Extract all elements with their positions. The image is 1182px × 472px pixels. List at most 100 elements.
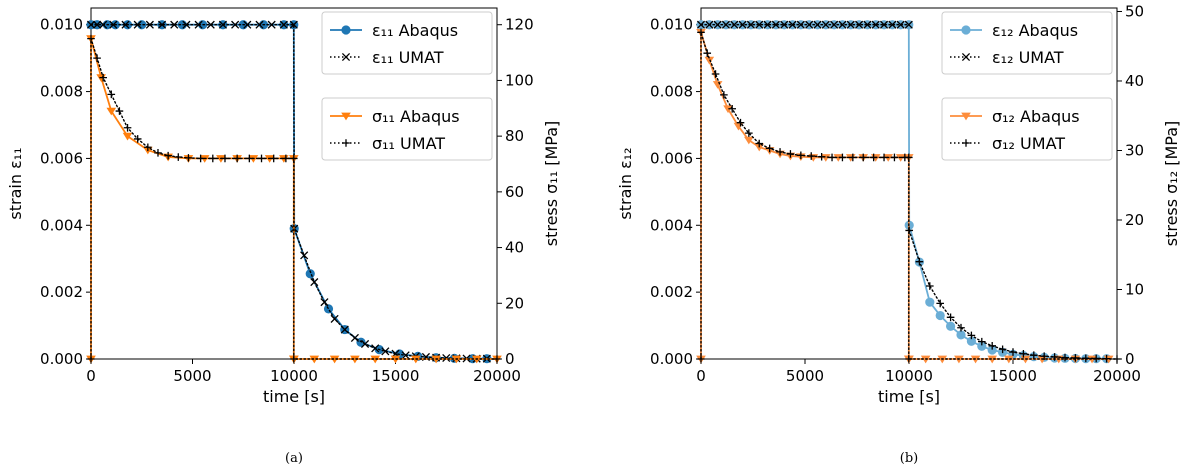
y-right-tick-label: 40 bbox=[1125, 72, 1144, 90]
data-point bbox=[849, 153, 857, 162]
data-point bbox=[998, 345, 1007, 354]
data-point bbox=[350, 355, 360, 364]
y-left-tick-label: 0.000 bbox=[650, 350, 693, 368]
data-point bbox=[93, 20, 102, 29]
data-point bbox=[340, 325, 349, 334]
data-point bbox=[755, 20, 764, 29]
data-point bbox=[755, 139, 764, 148]
legend-label: ε₁₁ UMAT bbox=[372, 48, 444, 67]
data-point bbox=[987, 355, 997, 364]
y-right-tick-label: 60 bbox=[505, 183, 524, 201]
data-point bbox=[196, 154, 205, 163]
data-point bbox=[218, 20, 228, 29]
data-point bbox=[926, 282, 934, 290]
y-right-axis-label: stress σ₁₂ [MPa] bbox=[1162, 121, 1181, 247]
x-tick-label: 5000 bbox=[173, 367, 211, 385]
data-point bbox=[1030, 351, 1038, 359]
data-point bbox=[1113, 355, 1121, 363]
data-point bbox=[723, 105, 733, 114]
data-point bbox=[330, 314, 339, 323]
figure-caption: (b) bbox=[900, 451, 918, 466]
data-point bbox=[282, 154, 290, 163]
data-point bbox=[786, 150, 795, 158]
data-point bbox=[730, 20, 739, 29]
data-point bbox=[988, 341, 996, 350]
data-point bbox=[329, 355, 340, 364]
data-point bbox=[267, 20, 276, 29]
data-point bbox=[771, 20, 780, 29]
legend-label: ε₁₂ Abaqus bbox=[992, 21, 1078, 40]
x-tick-label: 20000 bbox=[1093, 367, 1141, 385]
y-left-tick-label: 0.006 bbox=[40, 149, 83, 167]
x-tick-label: 15000 bbox=[989, 367, 1037, 385]
data-point bbox=[99, 73, 107, 82]
data-point bbox=[269, 154, 278, 163]
y-right-axis-label: stress σ₁₁ [MPa] bbox=[542, 121, 561, 247]
series-line bbox=[700, 32, 1110, 360]
legend-marker bbox=[961, 112, 971, 121]
data-point bbox=[736, 118, 745, 127]
data-point bbox=[712, 81, 723, 89]
data-point bbox=[310, 278, 319, 287]
y-left-tick-label: 0.004 bbox=[40, 216, 83, 234]
data-point bbox=[846, 20, 855, 29]
data-point bbox=[746, 20, 755, 29]
data-point bbox=[164, 151, 172, 160]
y-left-tick-label: 0.004 bbox=[650, 216, 693, 234]
series-line bbox=[90, 38, 498, 360]
data-point bbox=[936, 299, 944, 308]
figure-caption: (a) bbox=[285, 451, 303, 466]
data-point bbox=[145, 20, 154, 29]
y-right-tick-label: 20 bbox=[505, 294, 524, 312]
data-point bbox=[745, 129, 753, 137]
data-point bbox=[289, 355, 298, 363]
data-point bbox=[300, 251, 309, 260]
data-point bbox=[705, 20, 714, 29]
data-point bbox=[370, 355, 380, 364]
legend-strain: ε₁₁ Abaqus ε₁₁ UMAT bbox=[321, 11, 493, 75]
data-point bbox=[289, 154, 298, 163]
y-left-axis-label: strain ε₁₁ bbox=[6, 147, 25, 219]
data-point bbox=[828, 153, 836, 162]
data-point bbox=[813, 20, 822, 29]
legend-stress: σ₁₂ Abaqus σ₁₂ UMAT bbox=[941, 97, 1113, 161]
chart-panel-a: 0 5000 10000 15000 20000 0.000 0.002 0.004 0.006… bbox=[6, 7, 561, 466]
legend-label: ε₁₁ Abaqus bbox=[372, 21, 458, 40]
data-point bbox=[797, 151, 805, 160]
data-point bbox=[109, 20, 118, 29]
data-point bbox=[206, 20, 215, 29]
data-point bbox=[123, 123, 132, 132]
data-point bbox=[697, 355, 705, 363]
data-point bbox=[442, 353, 451, 363]
data-point bbox=[1019, 349, 1028, 358]
data-point bbox=[838, 153, 847, 162]
data-point bbox=[880, 153, 888, 162]
data-point bbox=[744, 136, 754, 145]
data-point bbox=[855, 20, 864, 29]
data-point bbox=[106, 107, 117, 116]
data-point bbox=[704, 56, 715, 65]
series-line bbox=[90, 24, 488, 360]
data-point bbox=[107, 90, 116, 99]
data-point bbox=[154, 149, 162, 157]
y-right-tick-label: 120 bbox=[505, 16, 534, 34]
data-point bbox=[905, 226, 914, 235]
data-point bbox=[360, 339, 370, 349]
legend-marker bbox=[341, 52, 351, 62]
data-point bbox=[776, 148, 784, 156]
data-point bbox=[763, 20, 772, 29]
data-point bbox=[838, 20, 847, 29]
data-point bbox=[807, 152, 816, 160]
data-point bbox=[821, 20, 830, 29]
x-tick-label: 10000 bbox=[885, 367, 933, 385]
x-axis-label: time [s] bbox=[263, 387, 325, 406]
data-point bbox=[86, 20, 96, 29]
data-point bbox=[805, 20, 814, 29]
data-point bbox=[863, 20, 872, 29]
data-point bbox=[869, 153, 878, 162]
data-point bbox=[821, 154, 831, 162]
data-point bbox=[696, 20, 706, 29]
data-point bbox=[401, 351, 410, 360]
legend-label: σ₁₁ UMAT bbox=[372, 134, 445, 153]
data-point bbox=[697, 28, 705, 37]
